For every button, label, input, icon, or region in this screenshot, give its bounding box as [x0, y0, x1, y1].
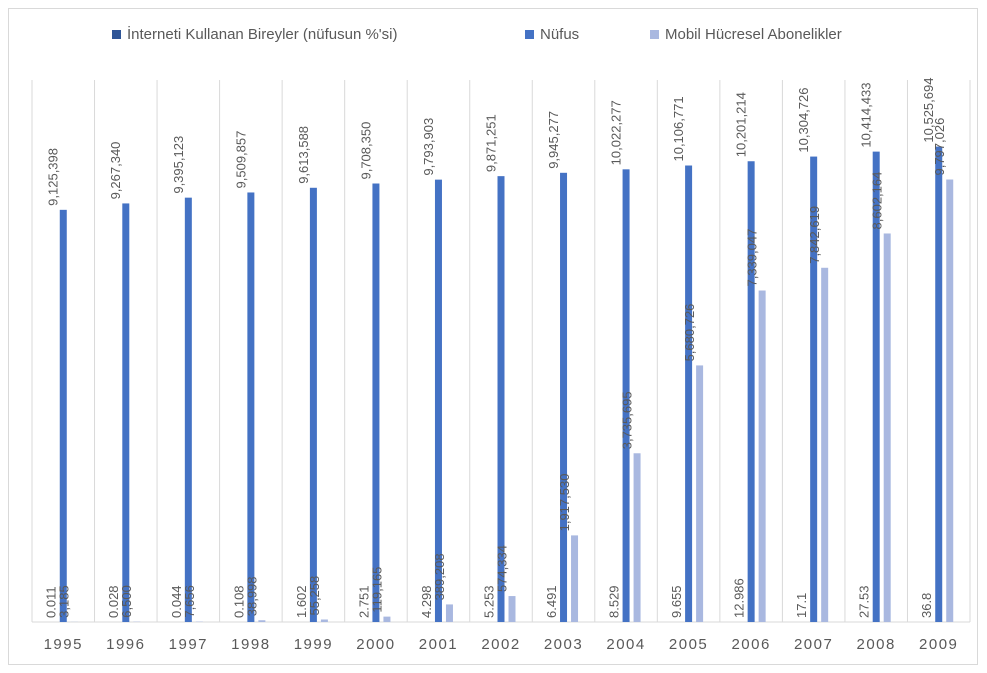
- x-tick-label: 2004: [606, 636, 645, 653]
- x-tick-label: 2001: [419, 636, 458, 653]
- data-label: 10,022,277: [609, 100, 624, 165]
- bar: [320, 619, 328, 622]
- data-label: 36.8: [919, 593, 934, 618]
- x-tick-label: 2000: [356, 636, 395, 653]
- bar: [747, 161, 755, 622]
- bar: [571, 535, 579, 622]
- data-label: 9,945,277: [546, 111, 561, 169]
- bar: [883, 233, 891, 622]
- data-label: 9.655: [669, 585, 684, 618]
- data-label: 7,656: [182, 585, 197, 618]
- bar: [622, 169, 630, 622]
- data-label: 27.53: [857, 585, 872, 618]
- data-label: 0.011: [44, 586, 59, 618]
- bar: [59, 209, 67, 623]
- x-tick-label: 1999: [294, 636, 333, 653]
- data-label: 9,509,857: [233, 131, 248, 189]
- data-label: 10,304,726: [796, 87, 811, 152]
- data-label: 3,185: [57, 585, 72, 618]
- data-label: 10,201,214: [734, 92, 749, 157]
- bar: [122, 203, 130, 622]
- bar: [258, 620, 266, 622]
- data-label: 9,708,350: [358, 122, 373, 180]
- legend-text: Mobil Hücresel Abonelikler: [665, 26, 842, 43]
- data-label: 1.602: [294, 585, 309, 618]
- legend-text: İnterneti Kullanan Bireyler (nüfusun %'s…: [127, 25, 398, 43]
- data-label: 6.491: [544, 585, 559, 618]
- bar: [372, 183, 380, 622]
- x-tick-label: 2003: [544, 636, 583, 653]
- bar: [935, 146, 943, 623]
- bar: [821, 267, 829, 622]
- chart-frame: [8, 8, 978, 665]
- data-label: 12.986: [732, 578, 747, 618]
- data-label: 2.751: [356, 585, 371, 618]
- data-label: 389,208: [432, 553, 447, 600]
- legend-swatch: [650, 30, 659, 39]
- data-label: 7,842,619: [807, 206, 822, 264]
- data-label: 9,125,398: [46, 148, 61, 206]
- legend-text: Nüfus: [540, 26, 579, 43]
- data-label: 38,998: [244, 576, 259, 616]
- x-tick-label: 2005: [669, 636, 708, 653]
- data-label: 8.529: [607, 585, 622, 618]
- bar: [383, 616, 391, 622]
- x-tick-label: 2009: [919, 636, 958, 653]
- x-tick-label: 1996: [106, 636, 145, 653]
- data-label: 10,106,771: [671, 96, 686, 161]
- data-label: 9,871,251: [483, 114, 498, 172]
- x-tick-label: 2007: [794, 636, 833, 653]
- x-tick-label: 2008: [857, 636, 896, 653]
- x-tick-label: 1998: [231, 636, 270, 653]
- bar: [445, 604, 453, 622]
- bar: [309, 187, 317, 623]
- bar: [247, 192, 255, 622]
- data-label: 0.028: [106, 585, 121, 618]
- data-label: 1,917,530: [557, 474, 572, 532]
- data-label: 574,334: [494, 545, 509, 592]
- x-tick-label: 2002: [481, 636, 520, 653]
- data-label: 0.044: [169, 585, 184, 618]
- data-label: 5,680,726: [682, 304, 697, 362]
- x-tick-label: 1995: [44, 636, 83, 653]
- legend-swatch: [525, 30, 534, 39]
- data-label: 7,339,047: [745, 229, 760, 287]
- bar: [497, 176, 505, 622]
- bar: [508, 596, 516, 622]
- data-label: 9,793,903: [421, 118, 436, 176]
- bar: [560, 172, 568, 622]
- bar: [184, 197, 192, 622]
- data-label: 17.1: [794, 593, 809, 618]
- bar: [696, 365, 704, 622]
- data-label: 3,735,695: [620, 391, 635, 449]
- data-label: 0.108: [231, 585, 246, 618]
- bar: [758, 290, 766, 622]
- data-label: 9,797,026: [932, 118, 947, 176]
- data-label: 6,500: [119, 585, 134, 618]
- data-label: 9,267,340: [108, 142, 123, 200]
- legend-swatch: [112, 30, 121, 39]
- data-label: 10,525,694: [921, 78, 936, 143]
- data-label: 119,165: [369, 567, 384, 613]
- x-tick-label: 2006: [731, 636, 770, 653]
- data-label: 10,414,433: [859, 83, 874, 148]
- bar: [633, 453, 641, 622]
- bar: [685, 165, 693, 622]
- data-label: 9,613,588: [296, 126, 311, 184]
- bar: [946, 179, 954, 623]
- data-label: 4.298: [419, 585, 434, 618]
- data-label: 9,395,123: [171, 136, 186, 194]
- bar: [810, 156, 818, 622]
- data-label: 5.253: [481, 585, 496, 618]
- bar: [434, 179, 442, 623]
- data-label: 55,258: [307, 576, 322, 616]
- x-tick-label: 1997: [169, 636, 208, 653]
- data-label: 8,602,164: [870, 172, 885, 230]
- bar: [872, 151, 880, 622]
